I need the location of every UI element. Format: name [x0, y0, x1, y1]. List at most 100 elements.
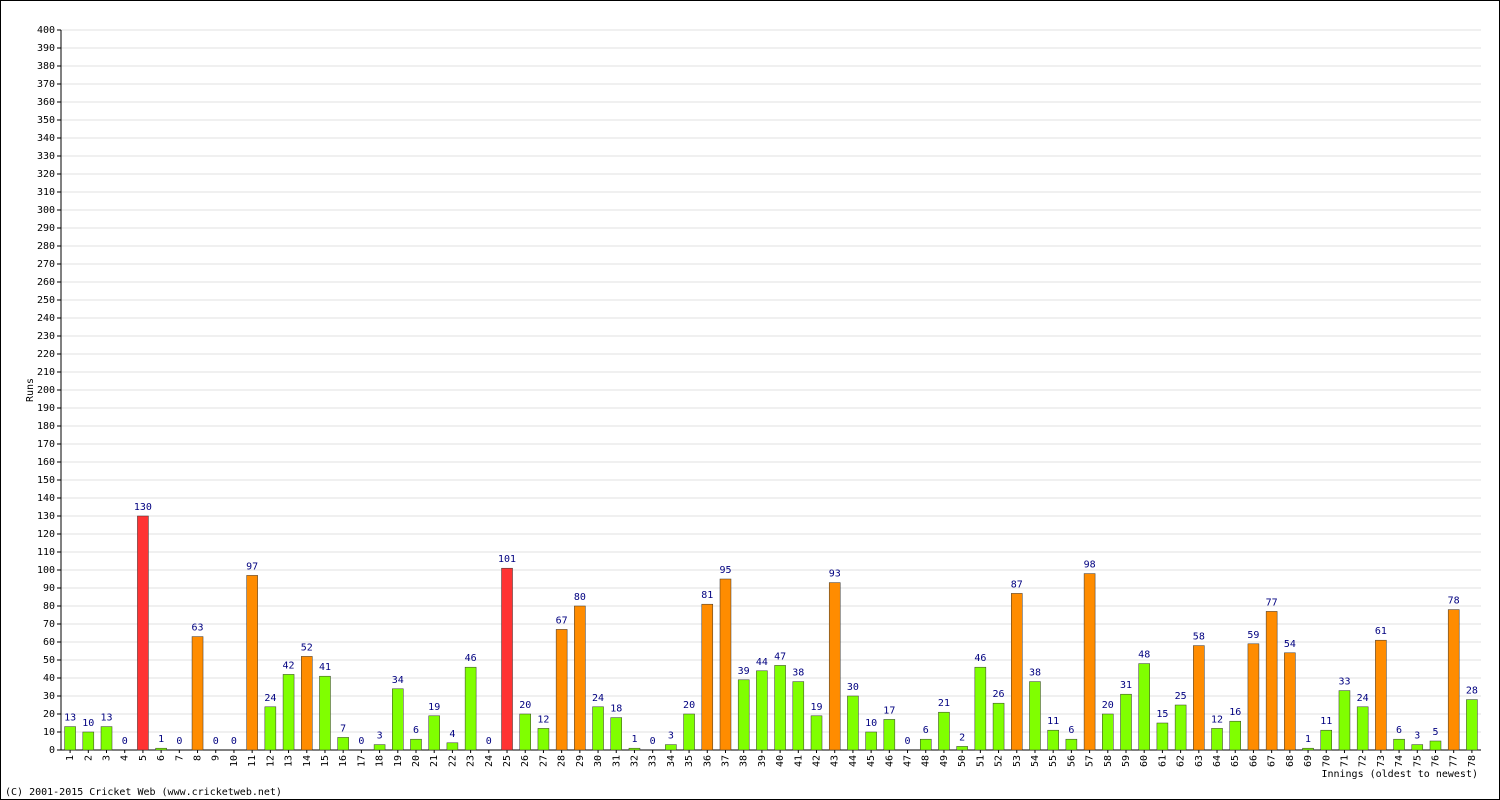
y-tick-label: 300: [37, 205, 55, 216]
value-label: 12: [1211, 714, 1223, 725]
x-tick-label: 68: [1285, 755, 1296, 767]
value-label: 0: [213, 736, 219, 747]
x-tick-label: 46: [884, 755, 895, 767]
value-label: 0: [358, 736, 364, 747]
value-label: 130: [134, 502, 152, 513]
value-label: 15: [1156, 709, 1168, 720]
y-tick-label: 400: [37, 25, 55, 36]
x-tick-label: 9: [211, 755, 222, 761]
value-label: 10: [865, 718, 877, 729]
x-tick-label: 64: [1212, 755, 1223, 767]
value-label: 16: [1229, 707, 1241, 718]
x-tick-label: 58: [1103, 755, 1114, 767]
y-tick-label: 90: [43, 583, 55, 594]
bar: [246, 575, 258, 751]
value-label: 12: [537, 714, 549, 725]
value-label: 0: [905, 736, 911, 747]
bar: [82, 731, 95, 751]
value-label: 67: [556, 615, 568, 626]
bar: [137, 515, 149, 751]
value-label: 6: [1396, 725, 1402, 736]
bar: [737, 679, 750, 751]
y-axis-label: Runs: [25, 378, 36, 402]
bar: [1229, 720, 1241, 751]
bar: [1102, 713, 1114, 751]
value-label: 11: [1047, 716, 1059, 727]
bar: [919, 738, 932, 751]
x-tick-label: 51: [975, 755, 986, 767]
value-label: 33: [1338, 677, 1350, 688]
x-tick-label: 50: [957, 755, 968, 767]
x-tick-label: 60: [1139, 755, 1150, 767]
value-label: 24: [592, 693, 604, 704]
value-label: 46: [974, 653, 986, 664]
y-tick-label: 370: [37, 79, 55, 90]
x-tick-label: 65: [1230, 755, 1241, 767]
value-label: 0: [231, 736, 237, 747]
bar: [1393, 738, 1405, 751]
y-tick-label: 130: [37, 511, 55, 522]
x-tick-label: 53: [1012, 755, 1023, 767]
x-tick-label: 67: [1267, 755, 1278, 767]
value-label: 19: [428, 702, 440, 713]
bar: [774, 665, 786, 751]
x-tick-label: 62: [1176, 755, 1187, 767]
bar: [701, 603, 714, 751]
bar: [392, 688, 404, 751]
footer: (C) 2001-2015 Cricket Web (www.cricketwe…: [5, 787, 282, 798]
x-tick-label: 28: [557, 755, 568, 767]
value-label: 19: [810, 702, 822, 713]
x-tick-label: 47: [903, 755, 914, 767]
bar: [155, 747, 167, 751]
value-label: 18: [610, 704, 622, 715]
bar: [810, 715, 823, 751]
bar: [1247, 643, 1260, 751]
value-label: 46: [465, 653, 477, 664]
x-tick-label: 30: [593, 755, 604, 767]
y-tick-label: 20: [43, 709, 55, 720]
bar: [756, 670, 768, 751]
x-tick-label: 32: [629, 755, 640, 767]
bar: [1065, 738, 1078, 751]
x-tick-label: 16: [338, 755, 349, 767]
x-tick-label: 37: [720, 755, 731, 767]
x-tick-label: 70: [1321, 755, 1332, 767]
x-tick-label: 15: [320, 755, 331, 767]
x-tick-label: 33: [648, 755, 659, 767]
x-tick-label: 13: [284, 755, 295, 767]
x-tick-label: 49: [939, 755, 950, 767]
bar: [1120, 693, 1132, 751]
x-tick-label: 10: [229, 755, 240, 767]
x-tick-label: 55: [1048, 755, 1059, 767]
x-tick-label: 39: [757, 755, 768, 767]
bar: [555, 629, 568, 751]
bar: [665, 744, 677, 751]
value-label: 0: [176, 736, 182, 747]
x-tick-label: 44: [848, 755, 859, 767]
bar: [1302, 747, 1314, 751]
x-tick-label: 69: [1303, 755, 1314, 767]
y-tick-label: 160: [37, 457, 55, 468]
y-tick-label: 220: [37, 349, 55, 360]
y-tick-label: 100: [37, 565, 55, 576]
bar: [301, 656, 313, 751]
bar: [282, 674, 295, 751]
x-tick-label: 45: [866, 755, 877, 767]
x-tick-label: 66: [1248, 755, 1259, 767]
y-tick-label: 240: [37, 313, 55, 324]
x-tick-label: 2: [83, 755, 94, 761]
x-tick-label: 3: [102, 755, 113, 761]
value-label: 13: [100, 713, 112, 724]
bar: [792, 681, 805, 751]
y-tick-label: 120: [37, 529, 55, 540]
bar: [464, 666, 477, 751]
value-label: 26: [993, 689, 1005, 700]
value-label: 0: [122, 736, 128, 747]
x-tick-label: 75: [1412, 755, 1423, 767]
bar: [610, 717, 623, 751]
bar: [373, 744, 386, 751]
x-tick-label: 41: [793, 755, 804, 767]
x-tick-label: 71: [1339, 755, 1350, 767]
x-tick-label: 22: [447, 755, 458, 767]
value-label: 47: [774, 651, 786, 662]
